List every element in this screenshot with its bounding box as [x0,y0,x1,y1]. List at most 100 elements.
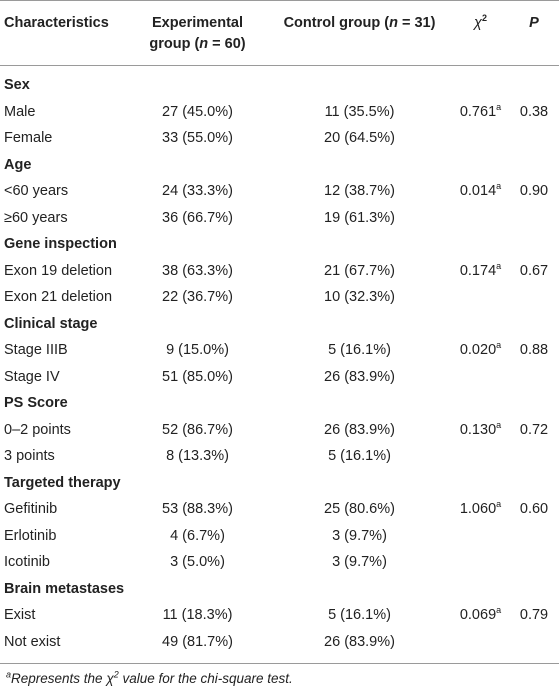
characteristics-table: Characteristics Experimental group (n = 6… [0,0,559,664]
chi-square-value: 1.060a [452,496,509,523]
control-value: 5 (16.1%) [328,342,391,359]
row-label: 0–2 points [4,421,71,438]
experimental-value: 33 (55.0%) [162,130,233,147]
chi-square-value: 0.020a [452,337,509,364]
chi-value-text: 0.014 [459,183,497,200]
table-row: 3 points 8 (13.3%) 5 (16.1%) [0,443,559,470]
row-label: Exon 21 deletion [4,289,113,306]
section-row: Age [0,152,559,179]
table-row: Exon 21 deletion 22 (36.7%) 10 (32.3%) [0,284,559,311]
experimental-value: 52 (86.7%) [162,421,233,438]
table-row: Erlotinib 4 (6.7%) 3 (9.7%) [0,523,559,550]
table-row: 0–2 points 52 (86.7%) 26 (83.9%) 0.130a 0.72 [0,417,559,444]
row-label: Exon 19 deletion [4,262,113,279]
chi-footnote-mark: a [496,499,502,510]
section-title: Brain metastases [4,580,125,597]
experimental-value: 22 (36.7%) [162,289,233,306]
row-label: <60 years [4,183,69,200]
experimental-value: 51 (85.0%) [162,368,233,385]
table-body: Sex Male 27 (45.0%) 11 (35.5%) 0.761a 0.38 Fem… [0,66,559,664]
p-value: 0.38 [519,103,549,120]
p-value [509,284,559,311]
control-value: 19 (61.3%) [324,209,395,226]
chi-square-value: 0.069a [452,602,509,629]
experimental-value: 4 (6.7%) [170,527,225,544]
row-label: Female [4,130,53,147]
chi-square-value [452,523,509,550]
table-row: Female 33 (55.0%) 20 (64.5%) [0,125,559,152]
p-value [509,628,559,664]
section-row: Gene inspection [0,231,559,258]
section-row: Sex [0,66,559,99]
row-label: Erlotinib [4,527,57,544]
row-label: Icotinib [4,554,50,571]
experimental-value: 8 (13.3%) [166,448,229,465]
table-row: Gefitinib 53 (88.3%) 25 (80.6%) 1.060a 0.60 [0,496,559,523]
section-title: Gene inspection [4,236,117,253]
p-value: 0.90 [519,183,549,200]
control-value: 5 (16.1%) [328,607,391,624]
section-row: Clinical stage [0,311,559,338]
chi-footnote-mark: a [496,605,502,616]
table-row: Not exist 49 (81.7%) 26 (83.9%) [0,628,559,664]
section-title: PS Score [4,395,68,412]
table-row: Icotinib 3 (5.0%) 3 (9.7%) [0,549,559,576]
section-title: Age [4,156,32,173]
section-title: Clinical stage [4,315,98,332]
row-label: ≥60 years [4,209,68,226]
experimental-value: 38 (63.3%) [162,262,233,279]
chi-square-value: 0.130a [452,417,509,444]
p-value: 0.79 [519,607,549,624]
experimental-value: 24 (33.3%) [162,183,233,200]
header-row: Characteristics Experimental group (n = 6… [0,0,559,66]
p-value: 0.67 [519,262,549,279]
section-row: Brain metastases [0,576,559,603]
control-value: 3 (9.7%) [332,527,387,544]
experimental-value: 53 (88.3%) [162,501,233,518]
chi-value-text: 0.130 [459,421,497,438]
control-value: 10 (32.3%) [324,289,395,306]
control-value: 12 (38.7%) [324,183,395,200]
control-value: 3 (9.7%) [332,554,387,571]
table-row: Exon 19 deletion 38 (63.3%) 21 (67.7%) 0.17… [0,258,559,285]
experimental-value: 36 (66.7%) [162,209,233,226]
chi-square-value [452,549,509,576]
experimental-value: 11 (18.3%) [162,607,233,624]
chi-footnote-mark: a [496,260,502,271]
row-label: Gefitinib [4,501,58,518]
control-value: 5 (16.1%) [328,448,391,465]
control-value: 26 (83.9%) [324,421,395,438]
header-characteristics: Characteristics [0,0,128,66]
experimental-value: 49 (81.7%) [128,628,267,664]
control-value: 20 (64.5%) [324,130,395,147]
table-row: Exist 11 (18.3%) 5 (16.1%) 0.069a 0.79 [0,602,559,629]
chi-footnote-mark: a [496,419,502,430]
row-label: Not exist [0,628,128,664]
chi-square-value [452,628,509,664]
p-value [509,205,559,232]
header-chi-square: χ2 [452,0,509,66]
chi-square-value [452,125,509,152]
header-p: P [509,0,559,66]
p-value [509,523,559,550]
header-control: Control group (n = 31) [267,0,452,66]
control-value: 11 (35.5%) [324,103,395,120]
chi-footnote-mark: a [496,101,502,112]
section-row: Targeted therapy [0,470,559,497]
p-value [509,364,559,391]
p-value: 0.72 [519,421,549,438]
p-value: 0.88 [519,342,549,359]
table-row: Stage IIIB 9 (15.0%) 5 (16.1%) 0.020a 0.88 [0,337,559,364]
chi-value-text: 0.069 [459,607,497,624]
table-row: <60 years 24 (33.3%) 12 (38.7%) 0.014a 0.90 [0,178,559,205]
row-label: Exist [4,607,36,624]
experimental-value: 3 (5.0%) [170,554,225,571]
chi-square-value [452,284,509,311]
chi-value-text: 0.020 [459,342,497,359]
experimental-value: 9 (15.0%) [166,342,229,359]
chi-square-value: 0.014a [452,178,509,205]
chi-value-text: 1.060 [459,501,497,518]
table-footnote: aRepresents the χ2 value for the chi-squ… [6,669,293,686]
p-value: 0.60 [519,501,549,518]
